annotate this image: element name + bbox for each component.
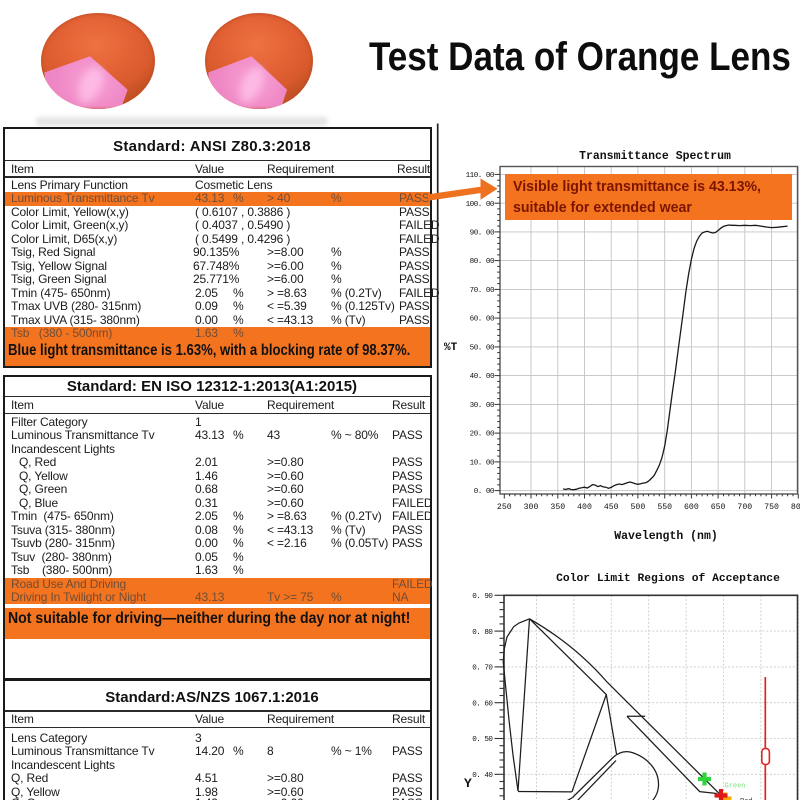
svg-text:Red: Red <box>740 798 753 800</box>
svg-text:100. 00: 100. 00 <box>466 201 495 209</box>
svg-text:350: 350 <box>550 503 565 512</box>
svg-text:80. 00: 80. 00 <box>470 258 495 266</box>
svg-text:110. 00: 110. 00 <box>466 172 495 180</box>
svg-text:600: 600 <box>684 503 699 512</box>
svg-text:250: 250 <box>497 503 512 512</box>
svg-text:550: 550 <box>657 503 672 512</box>
svg-text:50. 00: 50. 00 <box>470 345 495 353</box>
svg-text:10. 00: 10. 00 <box>470 460 495 468</box>
svg-text:40. 00: 40. 00 <box>470 373 495 381</box>
svg-text:0. 40: 0. 40 <box>472 772 493 780</box>
svg-text:450: 450 <box>604 503 619 512</box>
svg-text:0. 60: 0. 60 <box>472 700 493 708</box>
svg-text:0. 70: 0. 70 <box>472 665 493 673</box>
svg-text:Transmittance Spectrum: Transmittance Spectrum <box>579 150 731 163</box>
svg-text:Y: Y <box>464 776 472 791</box>
svg-text:300: 300 <box>524 503 539 512</box>
svg-text:90. 00: 90. 00 <box>470 230 495 238</box>
svg-text:20. 00: 20. 00 <box>470 431 495 439</box>
svg-text:Color Limit Regions of Accepta: Color Limit Regions of Acceptance <box>556 573 780 585</box>
svg-text:Green: Green <box>725 783 746 791</box>
svg-text:0. 80: 0. 80 <box>472 629 493 637</box>
svg-text:70. 00: 70. 00 <box>470 287 495 295</box>
svg-text:0. 00: 0. 00 <box>474 488 495 496</box>
svg-text:30. 00: 30. 00 <box>470 402 495 410</box>
svg-text:750: 750 <box>764 503 779 512</box>
svg-text:650: 650 <box>711 503 726 512</box>
svg-text:%T: %T <box>444 342 458 354</box>
svg-text:800: 800 <box>791 503 800 512</box>
svg-text:0. 50: 0. 50 <box>472 736 493 744</box>
svg-text:500: 500 <box>631 503 646 512</box>
svg-text:700: 700 <box>737 503 752 512</box>
svg-text:0. 90: 0. 90 <box>472 593 493 601</box>
svg-text:Wavelength (nm): Wavelength (nm) <box>614 530 718 543</box>
svg-text:60. 00: 60. 00 <box>470 316 495 324</box>
svg-text:400: 400 <box>577 503 592 512</box>
